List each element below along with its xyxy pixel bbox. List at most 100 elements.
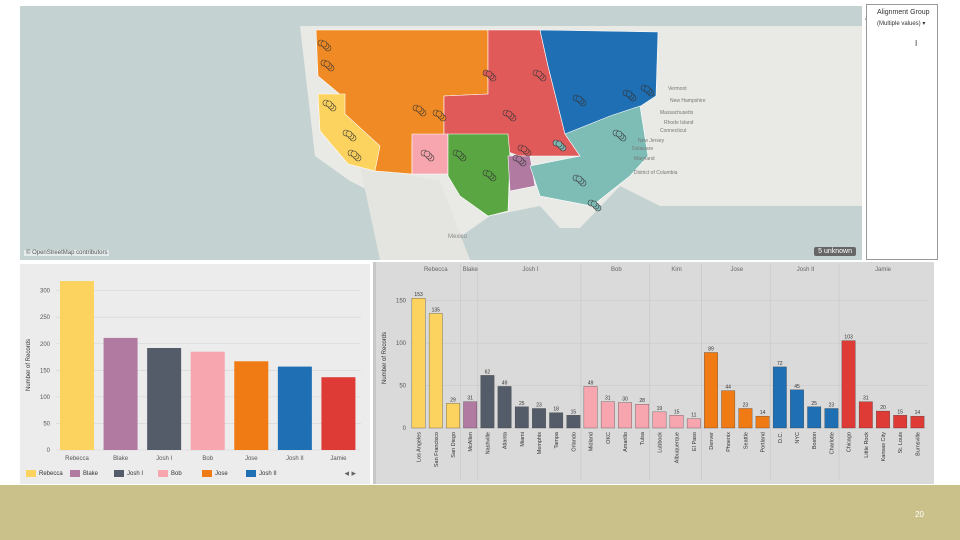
bar[interactable] xyxy=(807,406,822,429)
city-dot[interactable] xyxy=(325,100,333,108)
bar[interactable] xyxy=(190,351,225,450)
city-dot[interactable] xyxy=(590,200,598,208)
bar[interactable] xyxy=(428,313,443,429)
records-by-city-chart: 0 50 100 150 Number of Records Rebecca 153 Los … xyxy=(376,262,934,484)
bar[interactable] xyxy=(446,403,460,429)
city-dot[interactable] xyxy=(320,40,328,48)
legend-swatch xyxy=(114,470,124,477)
city-dot[interactable] xyxy=(350,150,358,158)
city-dot[interactable] xyxy=(423,150,431,158)
x-tick-label: OKC xyxy=(606,432,612,444)
bar[interactable] xyxy=(738,408,753,429)
bar[interactable] xyxy=(669,415,684,429)
city-dot[interactable] xyxy=(505,110,513,118)
legend-item[interactable]: Jose xyxy=(202,470,228,477)
x-tick-label: Lubbock xyxy=(657,432,663,453)
bar[interactable] xyxy=(497,386,512,429)
bar[interactable] xyxy=(841,340,856,429)
city-dot[interactable] xyxy=(345,130,353,138)
bar[interactable] xyxy=(514,406,529,429)
data-label: 30 xyxy=(622,397,628,403)
bar[interactable] xyxy=(600,401,615,429)
city-dot[interactable] xyxy=(575,95,583,103)
bar[interactable] xyxy=(635,404,650,429)
legend-item[interactable]: Bob xyxy=(158,470,182,477)
bar[interactable] xyxy=(858,401,873,429)
filter-dropdown[interactable]: (Multiple values) ▾ xyxy=(867,16,937,27)
group-header: Josh II xyxy=(797,267,815,273)
bar[interactable] xyxy=(147,348,182,450)
bar[interactable] xyxy=(321,377,356,450)
bar[interactable] xyxy=(277,366,312,450)
legend-scroll-icon[interactable]: ◂ ▸ xyxy=(344,468,356,478)
bar[interactable] xyxy=(704,352,718,429)
bar[interactable] xyxy=(566,415,581,429)
data-label: 14 xyxy=(915,410,921,416)
bar[interactable] xyxy=(876,410,890,429)
group-header: Kim xyxy=(671,267,681,273)
bar[interactable] xyxy=(686,418,701,429)
unknown-badge[interactable]: 5 unknown xyxy=(814,247,856,256)
bar[interactable] xyxy=(790,389,804,429)
bar[interactable] xyxy=(721,390,736,429)
bar[interactable] xyxy=(618,402,632,429)
map-label: Vermont xyxy=(668,86,687,92)
bar[interactable] xyxy=(60,281,94,450)
city-dot[interactable] xyxy=(575,175,583,183)
y-tick-label: 300 xyxy=(40,289,51,295)
x-tick-label: Josh I xyxy=(156,456,172,462)
x-tick-label: St. Louis xyxy=(898,432,904,454)
x-tick-label: Amarillo xyxy=(623,432,629,452)
bar[interactable] xyxy=(463,401,478,429)
bar[interactable] xyxy=(910,415,925,429)
bar[interactable] xyxy=(532,408,546,429)
data-label: 14 xyxy=(760,410,766,416)
legend-item[interactable]: Blake xyxy=(70,470,98,477)
map-label: New Jersey xyxy=(638,138,665,144)
bar[interactable] xyxy=(772,366,787,429)
city-dot[interactable] xyxy=(455,150,463,158)
map-attribution[interactable]: © OpenStreetMap contributors xyxy=(24,250,110,256)
city-dot[interactable] xyxy=(485,170,493,178)
legend-item[interactable]: Josh I xyxy=(114,470,143,477)
city-dot[interactable] xyxy=(323,60,331,68)
city-dot[interactable] xyxy=(520,145,528,153)
city-dot[interactable] xyxy=(535,70,543,78)
region-blake[interactable] xyxy=(507,155,536,192)
x-tick-label: Blake xyxy=(113,456,129,462)
bar[interactable] xyxy=(583,386,598,429)
city-dot[interactable] xyxy=(555,140,563,148)
legend-item[interactable]: Rebecca xyxy=(26,470,63,477)
bar[interactable] xyxy=(234,361,269,450)
city-dot[interactable] xyxy=(615,130,623,138)
bar[interactable] xyxy=(755,415,770,429)
city-dot[interactable] xyxy=(515,155,523,163)
pane-divider[interactable] xyxy=(373,262,376,484)
bar[interactable] xyxy=(103,337,138,450)
city-dot[interactable] xyxy=(415,105,423,113)
chevron-down-icon: ▾ xyxy=(922,21,926,27)
data-label: 45 xyxy=(794,384,800,390)
city-dot[interactable] xyxy=(643,85,651,93)
bar[interactable] xyxy=(824,408,839,429)
city-dot[interactable] xyxy=(485,70,493,78)
y-tick-label: 250 xyxy=(40,315,51,321)
bar[interactable] xyxy=(411,298,426,429)
filter-panel: Alignment Group (Multiple values) ▾ I xyxy=(866,4,938,260)
x-tick-label: Seattle xyxy=(743,432,749,449)
bar[interactable] xyxy=(549,412,564,429)
x-tick-label: Charlotte xyxy=(829,432,835,454)
bar[interactable] xyxy=(480,375,495,429)
city-dot[interactable] xyxy=(625,90,633,98)
legend-item[interactable]: Josh II xyxy=(246,470,277,477)
x-tick-label: D.C. xyxy=(778,432,784,443)
x-tick-label: Atlanta xyxy=(503,431,509,449)
city-dot[interactable] xyxy=(435,110,443,118)
x-tick-label: Chicago xyxy=(847,432,853,452)
group-header: Rebecca xyxy=(424,267,448,273)
chart1-legend: Rebecca Blake Josh I Bob Jose Josh II ◂ ▸ xyxy=(20,466,370,482)
bar[interactable] xyxy=(652,411,667,429)
x-tick-label: Josh II xyxy=(286,456,304,462)
map-view[interactable]: Vermont New Hampshire Massachusetts Rhod… xyxy=(20,6,862,260)
bar[interactable] xyxy=(893,415,908,429)
